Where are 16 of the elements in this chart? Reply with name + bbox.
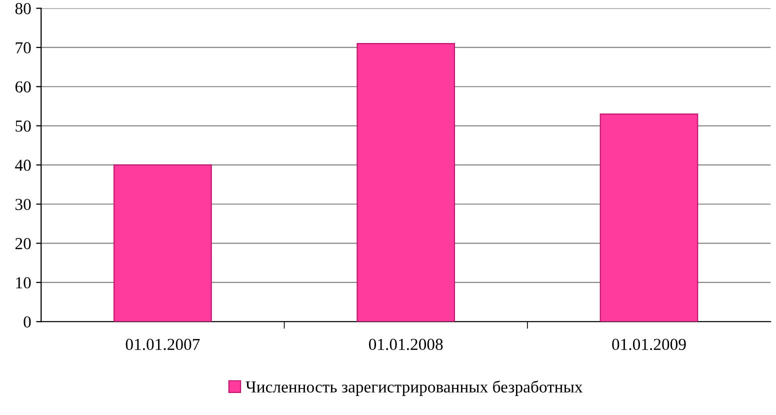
y-tick-label: 20 <box>15 238 31 250</box>
y-tick-label: 80 <box>15 3 31 14</box>
bar <box>114 164 212 322</box>
bar <box>600 113 698 322</box>
x-tick-label: 01.01.2009 <box>612 338 686 350</box>
y-tick-label: 10 <box>16 277 31 288</box>
y-tick-label: 50 <box>16 120 31 132</box>
y-tick-label: 70 <box>16 42 31 54</box>
y-tick-label: 0 <box>24 316 31 328</box>
bar <box>356 42 456 322</box>
y-tick-label: 40 <box>15 160 31 171</box>
x-tick-label: 01.01.2008 <box>368 338 443 350</box>
y-tick-label: 30 <box>16 198 31 210</box>
y-tick-label: 60 <box>15 81 31 93</box>
x-tick-label: 01.01.2007 <box>126 338 200 350</box>
legend-label: Численность зарегистрированных безработных <box>246 380 583 396</box>
